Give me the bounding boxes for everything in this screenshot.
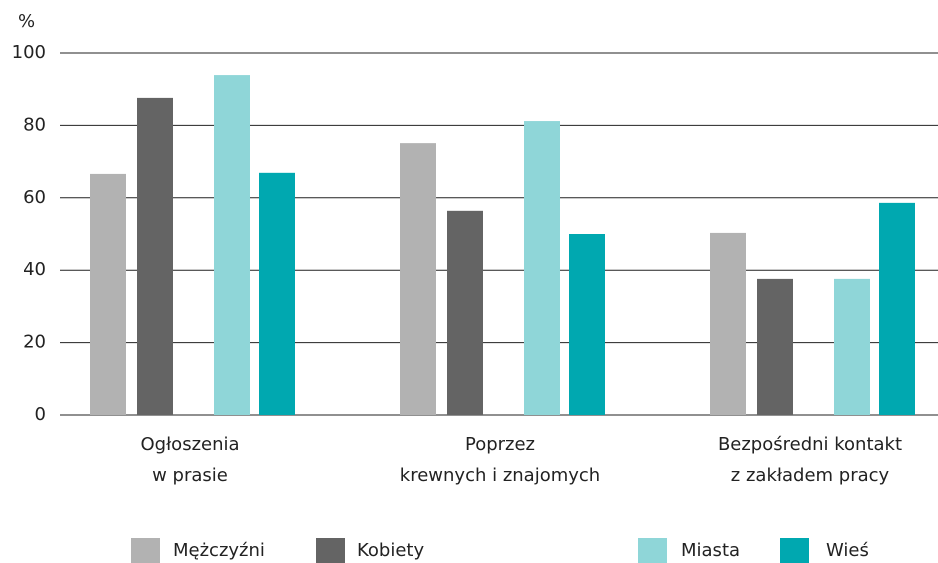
x-tick-label: z zakładem pracy	[731, 465, 890, 486]
bar	[757, 278, 793, 415]
legend-swatch	[316, 538, 345, 563]
legend-label: Wieś	[826, 540, 869, 561]
bar	[400, 143, 436, 415]
y-tick-label: 80	[23, 114, 46, 135]
bar	[879, 202, 915, 415]
bar	[710, 232, 746, 415]
legend-swatch	[780, 538, 809, 563]
y-axis-label: %	[18, 11, 35, 32]
bar	[90, 173, 126, 415]
legend-label: Miasta	[681, 540, 740, 561]
y-tick-label: 40	[23, 259, 46, 280]
x-tick-label: Poprzez	[465, 434, 535, 455]
bar	[834, 278, 870, 415]
y-tick-label: 100	[12, 42, 46, 63]
bar	[524, 121, 560, 415]
x-tick-label: krewnych i znajomych	[400, 465, 600, 486]
legend-label: Kobiety	[357, 540, 424, 561]
x-tick-label: w prasie	[152, 465, 228, 486]
x-tick-label: Ogłoszenia	[140, 434, 239, 455]
bar	[447, 210, 483, 415]
bar	[569, 234, 605, 415]
y-tick-label: 0	[35, 404, 46, 425]
legend-swatch	[638, 538, 667, 563]
bar	[214, 75, 250, 415]
legend-label: Mężczyźni	[173, 540, 265, 561]
y-tick-label: 20	[23, 332, 46, 353]
x-tick-label: Bezpośredni kontakt	[718, 434, 902, 455]
legend-swatch	[131, 538, 160, 563]
bar	[259, 172, 295, 415]
bar	[137, 97, 173, 415]
y-tick-label: 60	[23, 187, 46, 208]
